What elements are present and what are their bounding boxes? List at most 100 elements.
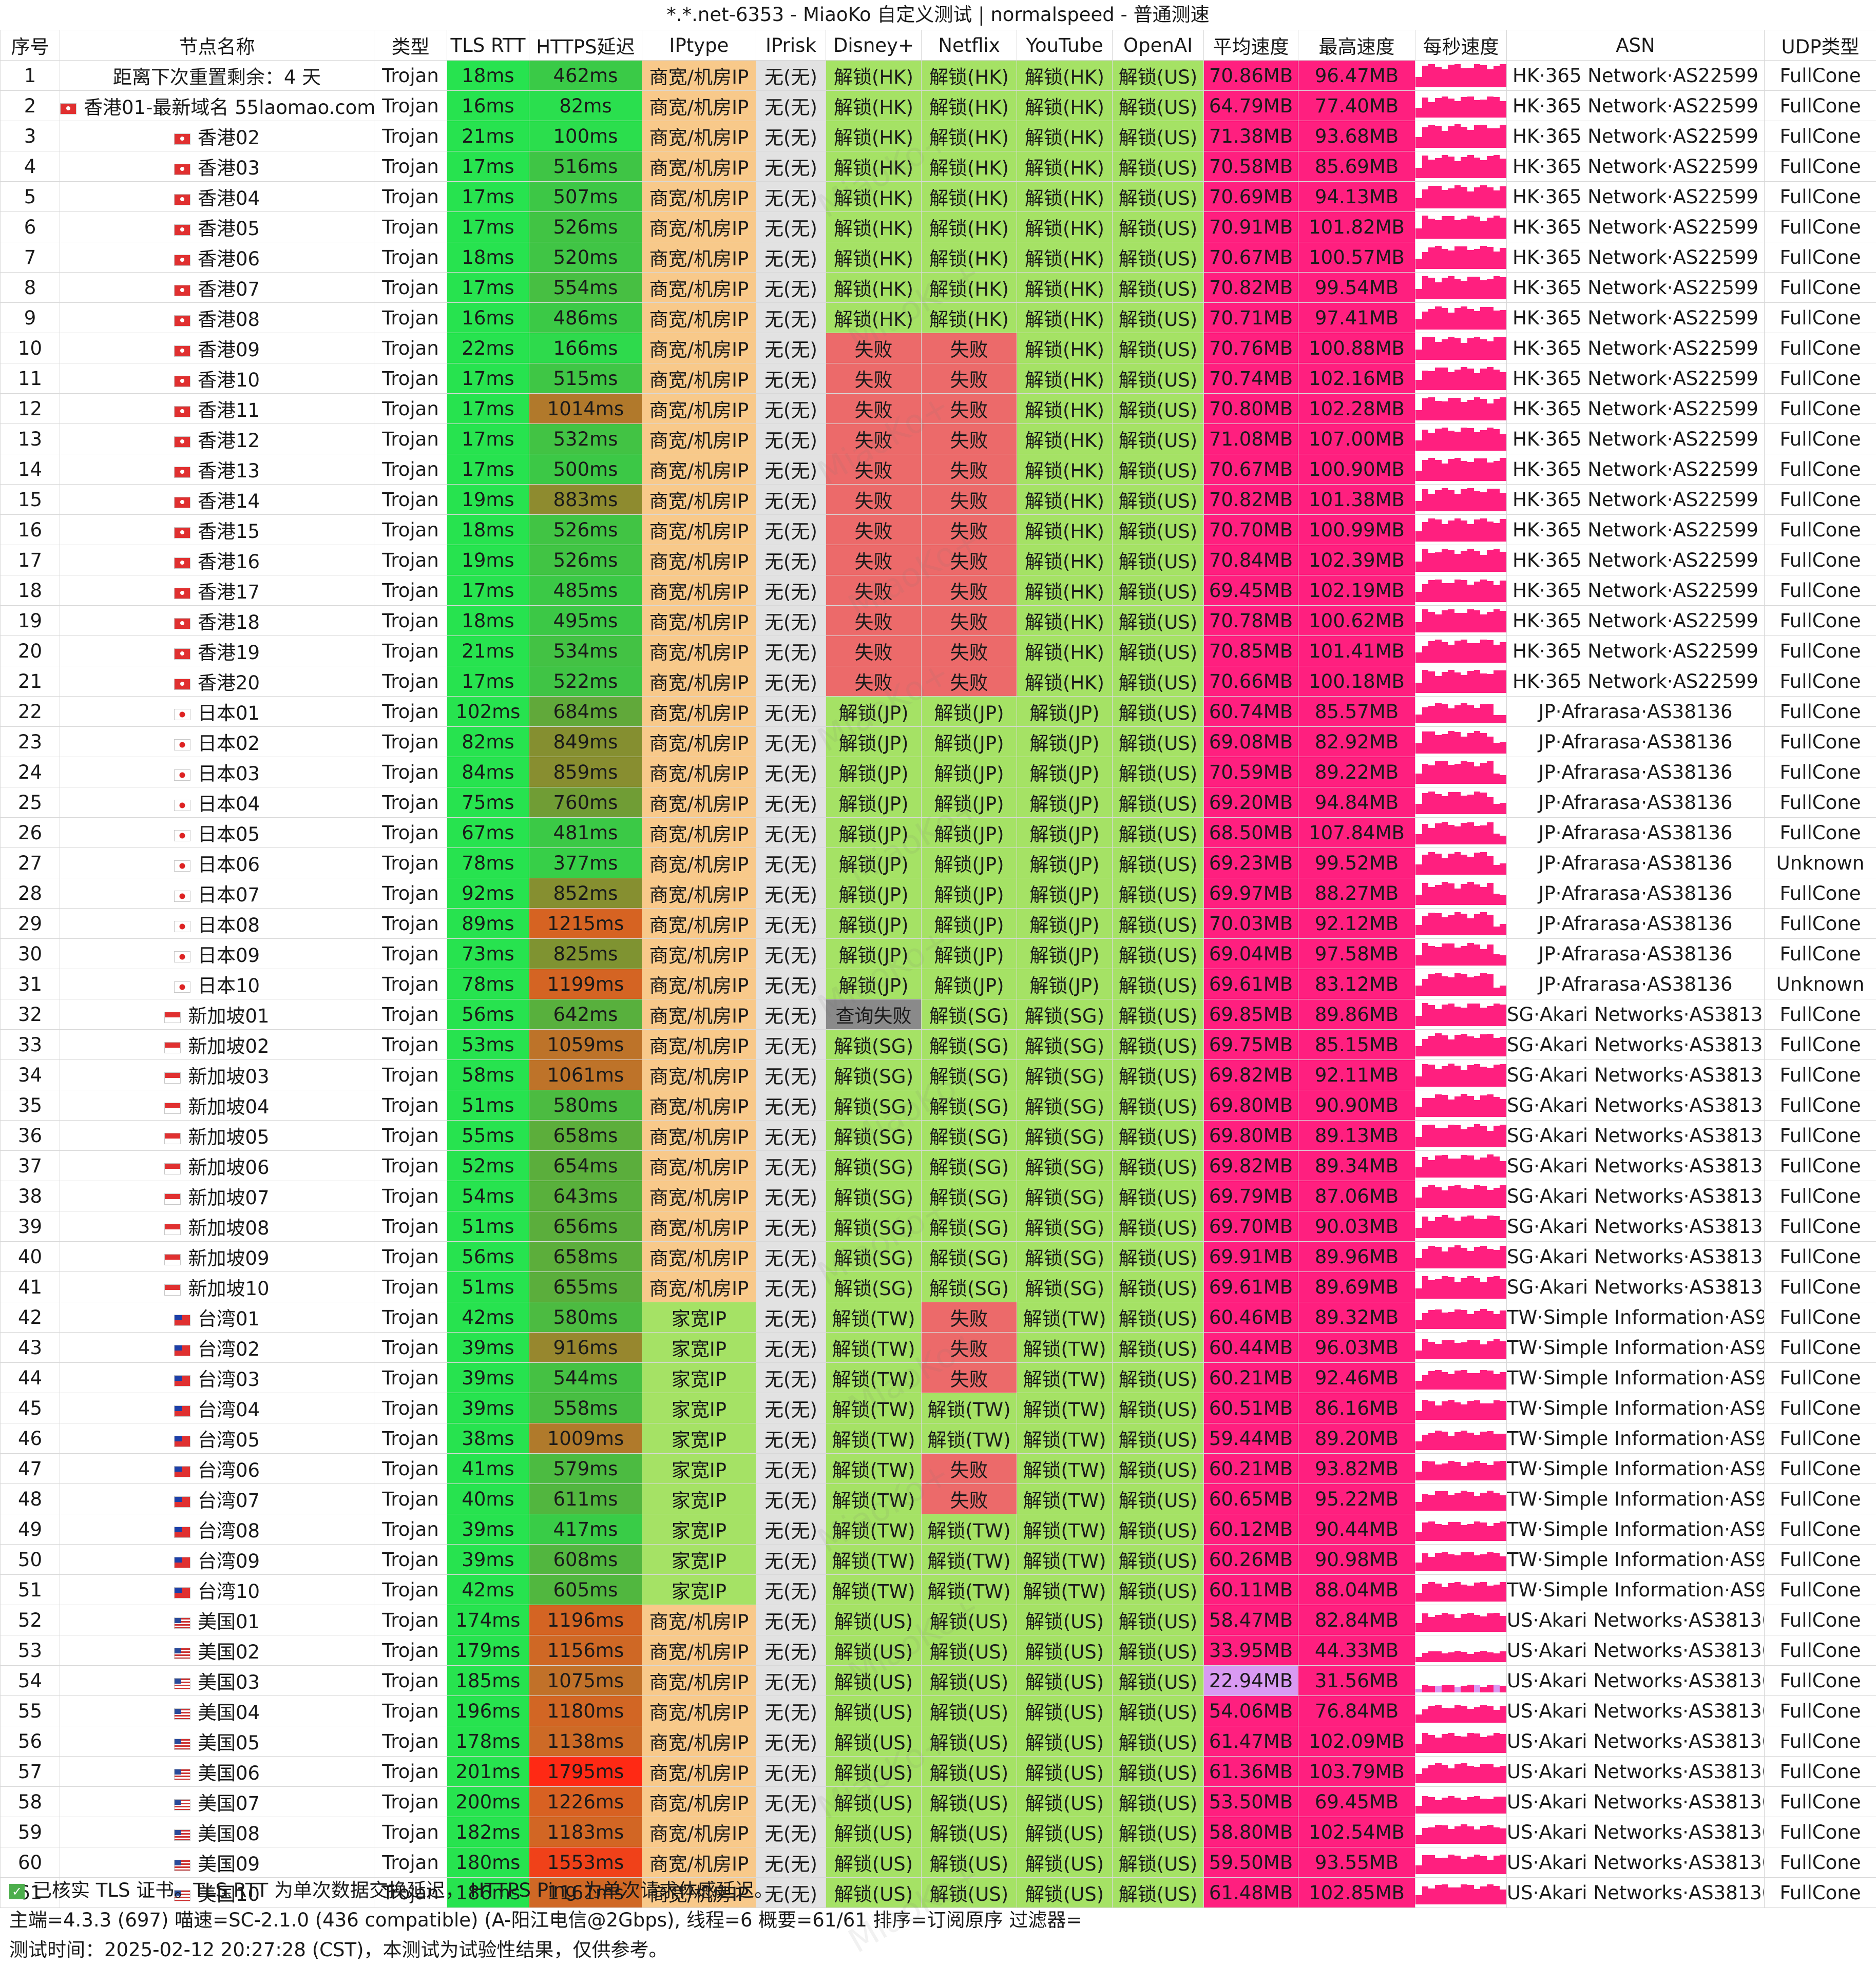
col-header-youtube[interactable]: YouTube [1017, 30, 1113, 61]
sparkline-bar [1415, 471, 1422, 481]
table-row[interactable]: 9 香港08 Trojan 16ms 486ms 商宽/机房IP 无(无) 解锁(HK) 解锁(… [0, 302, 1876, 333]
sparkline-bar [1473, 731, 1481, 754]
col-header-max-speed[interactable]: 最高速度 [1298, 30, 1415, 61]
table-row[interactable]: 45 台湾04 Trojan 39ms 558ms 家宽IP 无(无) 解锁(TW) 解锁(TW… [0, 1393, 1876, 1423]
table-row[interactable]: 35 新加坡04 Trojan 51ms 580ms 商宽/机房IP 无(无) 解锁(SG) 解… [0, 1090, 1876, 1121]
table-row[interactable]: 47 台湾06 Trojan 41ms 579ms 家宽IP 无(无) 解锁(TW) 失败 解锁(… [0, 1453, 1876, 1484]
cell-iprisk: 无(无) [756, 1362, 826, 1393]
table-row[interactable]: 41 新加坡10 Trojan 51ms 655ms 商宽/机房IP 无(无) 解锁(SG) 解… [0, 1271, 1876, 1302]
table-row[interactable]: 10 香港09 Trojan 22ms 166ms 商宽/机房IP 无(无) 失败 失败 解锁(H… [0, 333, 1876, 363]
table-row[interactable]: 17 香港16 Trojan 19ms 526ms 商宽/机房IP 无(无) 失败 失败 解锁(H… [0, 545, 1876, 575]
table-row[interactable]: 29 日本08 Trojan 89ms 1215ms 商宽/机房IP 无(无) 解锁(JP) 解… [0, 908, 1876, 939]
sparkline-bar [1422, 1375, 1429, 1390]
table-row[interactable]: 34 新加坡03 Trojan 58ms 1061ms 商宽/机房IP 无(无) 解锁(SG)… [0, 1059, 1876, 1090]
sparkline-bar [1428, 1401, 1435, 1420]
table-row[interactable]: 28 日本07 Trojan 92ms 852ms 商宽/机房IP 无(无) 解锁(JP) 解锁… [0, 878, 1876, 909]
table-row[interactable]: 60 美国09 Trojan 180ms 1553ms 商宽/机房IP 无(无) 解锁(US)… [0, 1847, 1876, 1878]
table-row[interactable]: 11 香港10 Trojan 17ms 515ms 商宽/机房IP 无(无) 失败 失败 解锁(H… [0, 363, 1876, 394]
col-header-index[interactable]: 序号 [0, 30, 60, 61]
table-row[interactable]: 14 香港13 Trojan 17ms 500ms 商宽/机房IP 无(无) 失败 失败 解锁(H… [0, 454, 1876, 485]
col-header-tls-rtt[interactable]: TLS RTT [447, 30, 529, 61]
table-row[interactable]: 18 香港17 Trojan 17ms 485ms 商宽/机房IP 无(无) 失败 失败 解锁(H… [0, 575, 1876, 606]
cell-asn: HK·365 Network·AS22599 [1506, 121, 1765, 151]
table-row[interactable]: 50 台湾09 Trojan 39ms 608ms 家宽IP 无(无) 解锁(TW) 解锁(TW… [0, 1544, 1876, 1575]
table-row[interactable]: 48 台湾07 Trojan 40ms 611ms 家宽IP 无(无) 解锁(TW) 失败 解锁(… [0, 1483, 1876, 1514]
cell-asn: TW·Simple Information·AS9923 [1506, 1514, 1765, 1545]
table-row[interactable]: 56 美国05 Trojan 178ms 1138ms 商宽/机房IP 无(无) 解锁(US)… [0, 1726, 1876, 1757]
table-row[interactable]: 15 香港14 Trojan 19ms 883ms 商宽/机房IP 无(无) 失败 失败 解锁(H… [0, 484, 1876, 515]
table-row[interactable]: 12 香港11 Trojan 17ms 1014ms 商宽/机房IP 无(无) 失败 失败 解锁(… [0, 393, 1876, 424]
table-row[interactable]: 7 香港06 Trojan 18ms 520ms 商宽/机房IP 无(无) 解锁(HK) 解锁(… [0, 242, 1876, 273]
cell-name: 新加坡02 [60, 1029, 374, 1060]
col-header-name[interactable]: 节点名称 [60, 30, 374, 61]
cell-netflix: 解锁(SG) [921, 1120, 1017, 1151]
col-header-asn[interactable]: ASN [1506, 30, 1765, 61]
cell-avg-speed: 59.50MB [1203, 1847, 1298, 1878]
col-header-iptype[interactable]: IPtype [642, 30, 756, 61]
table-row[interactable]: 31 日本10 Trojan 78ms 1199ms 商宽/机房IP 无(无) 解锁(JP) 解… [0, 969, 1876, 999]
cell-index: 52 [0, 1605, 60, 1635]
table-row[interactable]: 53 美国02 Trojan 179ms 1156ms 商宽/机房IP 无(无) 解锁(US)… [0, 1635, 1876, 1666]
table-row[interactable]: 21 香港20 Trojan 17ms 522ms 商宽/机房IP 无(无) 失败 失败 解锁(H… [0, 666, 1876, 697]
table-row[interactable]: 8 香港07 Trojan 17ms 554ms 商宽/机房IP 无(无) 解锁(HK) 解锁(… [0, 272, 1876, 303]
table-row[interactable]: 38 新加坡07 Trojan 54ms 643ms 商宽/机房IP 无(无) 解锁(SG) 解… [0, 1181, 1876, 1211]
table-row[interactable]: 36 新加坡05 Trojan 55ms 658ms 商宽/机房IP 无(无) 解锁(SG) 解… [0, 1120, 1876, 1151]
table-row[interactable]: 24 日本03 Trojan 84ms 859ms 商宽/机房IP 无(无) 解锁(JP) 解锁… [0, 757, 1876, 787]
cell-iptype: 商宽/机房IP [642, 635, 756, 666]
table-row[interactable]: 37 新加坡06 Trojan 52ms 654ms 商宽/机房IP 无(无) 解锁(SG) 解… [0, 1150, 1876, 1181]
table-row[interactable]: 32 新加坡01 Trojan 56ms 642ms 商宽/机房IP 无(无) 查询失败 解锁(… [0, 999, 1876, 1030]
table-row[interactable]: 6 香港05 Trojan 17ms 526ms 商宽/机房IP 无(无) 解锁(HK) 解锁(… [0, 211, 1876, 242]
table-row[interactable]: 4 香港03 Trojan 17ms 516ms 商宽/机房IP 无(无) 解锁(HK) 解锁(… [0, 151, 1876, 182]
col-header-netflix[interactable]: Netflix [921, 30, 1017, 61]
table-row[interactable]: 42 台湾01 Trojan 42ms 580ms 家宽IP 无(无) 解锁(TW) 失败 解锁(… [0, 1302, 1876, 1333]
table-row[interactable]: 5 香港04 Trojan 17ms 507ms 商宽/机房IP 无(无) 解锁(HK) 解锁(… [0, 181, 1876, 212]
cell-udp-type: FullCone [1764, 454, 1876, 485]
table-row[interactable]: 49 台湾08 Trojan 39ms 417ms 家宽IP 无(无) 解锁(TW) 解锁(TW… [0, 1514, 1876, 1545]
table-row[interactable]: 44 台湾03 Trojan 39ms 544ms 家宽IP 无(无) 解锁(TW) 失败 解锁(… [0, 1362, 1876, 1393]
sparkline-bar [1434, 98, 1442, 118]
table-row[interactable]: 46 台湾05 Trojan 38ms 1009ms 家宽IP 无(无) 解锁(TW) 解锁(T… [0, 1423, 1876, 1454]
table-row[interactable]: 3 香港02 Trojan 21ms 100ms 商宽/机房IP 无(无) 解锁(HK) 解锁(… [0, 121, 1876, 151]
sparkline-bar [1467, 1065, 1474, 1087]
table-row[interactable]: 1 距离下次重置剩余：4 天 Trojan 18ms 462ms 商宽/机房IP 无(无) 解… [0, 60, 1876, 91]
table-row[interactable]: 2 香港01-最新域名 55laomao.com Trojan 16ms 82ms 商宽/… [0, 90, 1876, 121]
cell-iprisk: 无(无) [756, 1695, 826, 1726]
table-row[interactable]: 57 美国06 Trojan 201ms 1795ms 商宽/机房IP 无(无) 解锁(US)… [0, 1756, 1876, 1787]
col-header-https-latency[interactable]: HTTPS延迟 [529, 30, 642, 61]
table-row[interactable]: 13 香港12 Trojan 17ms 532ms 商宽/机房IP 无(无) 失败 失败 解锁(H… [0, 423, 1876, 454]
table-row[interactable]: 25 日本04 Trojan 75ms 760ms 商宽/机房IP 无(无) 解锁(JP) 解锁… [0, 787, 1876, 818]
col-header-per-second-speed[interactable]: 每秒速度 [1415, 30, 1507, 61]
table-row[interactable]: 52 美国01 Trojan 174ms 1196ms 商宽/机房IP 无(无) 解锁(US)… [0, 1605, 1876, 1635]
table-row[interactable]: 51 台湾10 Trojan 42ms 605ms 家宽IP 无(无) 解锁(TW) 解锁(TW… [0, 1574, 1876, 1605]
sparkline-bar [1467, 309, 1474, 330]
table-row[interactable]: 58 美国07 Trojan 200ms 1226ms 商宽/机房IP 无(无) 解锁(US)… [0, 1786, 1876, 1817]
table-row[interactable]: 30 日本09 Trojan 73ms 825ms 商宽/机房IP 无(无) 解锁(JP) 解锁… [0, 938, 1876, 969]
table-row[interactable]: 55 美国04 Trojan 196ms 1180ms 商宽/机房IP 无(无) 解锁(US)… [0, 1695, 1876, 1726]
table-row[interactable]: 43 台湾02 Trojan 39ms 916ms 家宽IP 无(无) 解锁(TW) 失败 解锁(… [0, 1332, 1876, 1363]
table-row[interactable]: 27 日本06 Trojan 78ms 377ms 商宽/机房IP 无(无) 解锁(JP) 解锁… [0, 847, 1876, 878]
table-row[interactable]: 54 美国03 Trojan 185ms 1075ms 商宽/机房IP 无(无) 解锁(US)… [0, 1665, 1876, 1696]
table-row[interactable]: 39 新加坡08 Trojan 51ms 656ms 商宽/机房IP 无(无) 解锁(SG) 解… [0, 1211, 1876, 1242]
speed-sparkline [1415, 245, 1506, 269]
table-row[interactable]: 26 日本05 Trojan 67ms 481ms 商宽/机房IP 无(无) 解锁(JP) 解锁… [0, 817, 1876, 848]
col-header-openai[interactable]: OpenAI [1112, 30, 1204, 61]
col-header-type[interactable]: 类型 [374, 30, 447, 61]
cell-name: 香港10 [60, 363, 374, 394]
table-row[interactable]: 16 香港15 Trojan 18ms 526ms 商宽/机房IP 无(无) 失败 失败 解锁(H… [0, 514, 1876, 545]
table-row[interactable]: 33 新加坡02 Trojan 53ms 1059ms 商宽/机房IP 无(无) 解锁(SG)… [0, 1029, 1876, 1060]
cell-avg-speed: 22.94MB [1203, 1665, 1298, 1696]
sparkline-bar [1434, 158, 1442, 178]
sparkline-bar [1422, 1064, 1429, 1087]
table-row[interactable]: 40 新加坡09 Trojan 56ms 658ms 商宽/机房IP 无(无) 解锁(SG) 解… [0, 1241, 1876, 1272]
col-header-iprisk[interactable]: IPrisk [756, 30, 826, 61]
col-header-avg-speed[interactable]: 平均速度 [1203, 30, 1298, 61]
table-row[interactable]: 23 日本02 Trojan 82ms 849ms 商宽/机房IP 无(无) 解锁(JP) 解锁… [0, 726, 1876, 757]
col-header-disney[interactable]: Disney+ [826, 30, 922, 61]
table-row[interactable]: 19 香港18 Trojan 18ms 495ms 商宽/机房IP 无(无) 失败 失败 解锁(H… [0, 605, 1876, 636]
col-header-udp-type[interactable]: UDP类型 [1764, 30, 1876, 61]
table-row[interactable]: 59 美国08 Trojan 182ms 1183ms 商宽/机房IP 无(无) 解锁(US)… [0, 1817, 1876, 1847]
table-row[interactable]: 22 日本01 Trojan 102ms 684ms 商宽/机房IP 无(无) 解锁(JP) 解… [0, 696, 1876, 727]
table-row[interactable]: 61 美国10 Trojan 186ms 1161ms 商宽/机房IP 无(无) 解锁(US)… [0, 1877, 1876, 1908]
sparkline-bar [1441, 610, 1448, 632]
table-row[interactable]: 20 香港19 Trojan 21ms 534ms 商宽/机房IP 无(无) 失败 失败 解锁(H… [0, 635, 1876, 666]
